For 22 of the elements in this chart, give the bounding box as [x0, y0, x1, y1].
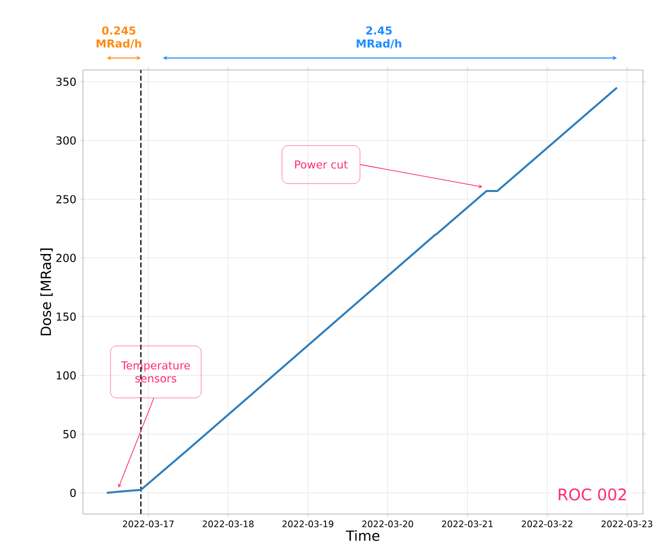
y-tick-label: 150	[56, 312, 76, 321]
y-tick-label: 250	[56, 195, 76, 204]
y-tick-label: 350	[56, 78, 76, 86]
x-tick-label: 2022-03-22	[522, 520, 572, 528]
annotation: Power cut	[295, 160, 348, 169]
x-tick-label: 2022-03-19	[282, 520, 334, 528]
y-tick-label: 200	[56, 254, 76, 262]
y-axis-title: Dose [MRad]	[40, 248, 53, 336]
y-tick-label: 50	[63, 430, 76, 438]
y-tick-label: 100	[56, 371, 76, 380]
annotation: ROC 002	[558, 488, 626, 500]
annotation: Temperature sensors	[121, 361, 190, 382]
x-tick-label: 2022-03-23	[602, 520, 652, 528]
x-tick-label: 2022-03-21	[442, 520, 493, 528]
x-tick-label: 2022-03-17	[122, 520, 174, 528]
text: 2.45 MRad/h	[356, 26, 402, 48]
x-axis-title: Time	[346, 530, 380, 541]
y-tick-label: 0	[70, 488, 76, 497]
text: 0.245 MRad/h	[96, 26, 142, 48]
y-tick-label: 300	[56, 136, 76, 145]
x-tick-label: 2022-03-20	[362, 520, 414, 528]
x-tick-label: 2022-03-18	[202, 520, 254, 528]
